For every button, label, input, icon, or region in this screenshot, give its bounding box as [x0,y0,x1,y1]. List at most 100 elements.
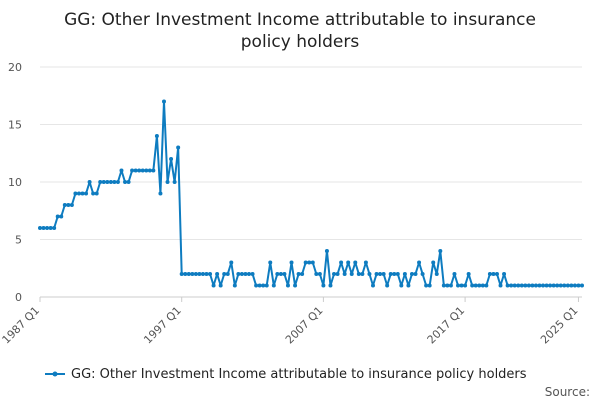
data-point[interactable] [165,180,170,184]
data-point[interactable] [115,180,120,184]
data-point[interactable] [200,272,205,276]
data-point[interactable] [73,191,78,196]
data-point[interactable] [346,260,351,265]
data-point[interactable] [516,283,521,288]
data-point[interactable] [339,260,344,265]
data-point[interactable] [296,272,301,276]
data-point[interactable] [456,283,461,288]
data-point[interactable] [569,283,574,288]
data-point[interactable] [140,168,145,173]
data-point[interactable] [59,214,64,219]
data-point[interactable] [264,283,269,288]
data-point[interactable] [261,283,266,288]
data-point[interactable] [409,272,414,276]
data-point[interactable] [324,249,329,253]
data-point[interactable] [441,283,446,288]
data-point[interactable] [576,283,581,288]
data-point[interactable] [558,283,563,288]
data-point[interactable] [293,283,298,288]
data-point[interactable] [487,272,492,276]
data-point[interactable] [278,272,283,276]
data-point[interactable] [236,272,241,276]
data-point[interactable] [374,272,379,276]
data-point[interactable] [413,272,418,276]
legend[interactable]: GG: Other Investment Income attributable… [45,367,527,382]
data-point[interactable] [215,272,220,276]
data-point[interactable] [363,260,368,265]
data-point[interactable] [225,272,230,276]
data-point[interactable] [406,283,411,288]
data-point[interactable] [541,283,546,288]
data-point[interactable] [55,214,60,219]
data-point[interactable] [385,283,390,288]
data-point[interactable] [321,283,326,288]
data-point[interactable] [519,283,524,288]
data-point[interactable] [271,283,276,288]
data-point[interactable] [448,283,453,288]
data-point[interactable] [314,272,319,276]
data-point[interactable] [154,134,159,138]
data-point[interactable] [395,272,400,276]
data-point[interactable] [381,272,386,276]
data-point[interactable] [562,283,567,288]
data-point[interactable] [502,272,507,276]
data-point[interactable] [420,272,425,276]
data-point[interactable] [498,283,503,288]
data-point[interactable] [335,272,340,276]
data-point[interactable] [526,283,531,288]
data-point[interactable] [38,226,42,230]
data-point[interactable] [332,272,337,276]
data-point[interactable] [445,283,450,288]
data-point[interactable] [137,168,142,173]
data-point[interactable] [80,191,85,196]
data-point[interactable] [399,283,404,288]
data-point[interactable] [480,283,485,288]
data-point[interactable] [473,283,478,288]
data-point[interactable] [190,272,195,276]
data-point[interactable] [459,283,464,288]
data-point[interactable] [300,272,305,276]
data-point[interactable] [211,283,216,288]
data-point[interactable] [402,272,407,276]
data-point[interactable] [572,283,577,288]
data-point[interactable] [112,180,117,184]
data-point[interactable] [126,180,131,184]
data-point[interactable] [484,283,489,288]
data-point[interactable] [275,272,280,276]
data-point[interactable] [147,168,152,173]
data-point[interactable] [87,180,92,184]
data-point[interactable] [378,272,383,276]
data-point[interactable] [565,283,570,288]
data-point[interactable] [45,226,50,230]
data-point[interactable] [66,203,71,207]
data-point[interactable] [232,283,237,288]
data-point[interactable] [69,203,74,207]
data-point[interactable] [349,272,354,276]
data-point[interactable] [169,157,174,161]
data-point[interactable] [505,283,510,288]
data-point[interactable] [108,180,113,184]
data-point[interactable] [41,226,46,230]
data-point[interactable] [463,283,468,288]
data-point[interactable] [229,260,234,265]
data-point[interactable] [247,272,252,276]
data-point[interactable] [537,283,542,288]
data-point[interactable] [183,272,188,276]
data-point[interactable] [257,283,262,288]
data-point[interactable] [250,272,255,276]
data-point[interactable] [48,226,53,230]
data-point[interactable] [491,272,496,276]
data-point[interactable] [84,191,89,196]
data-point[interactable] [544,283,549,288]
data-point[interactable] [94,191,99,196]
data-point[interactable] [91,191,96,196]
data-point[interactable] [289,260,294,265]
data-point[interactable] [367,272,372,276]
data-point[interactable] [123,180,128,184]
data-point[interactable] [551,283,556,288]
data-point[interactable] [477,283,482,288]
data-point[interactable] [130,168,135,173]
data-point[interactable] [530,283,535,288]
data-point[interactable] [193,272,198,276]
data-point[interactable] [370,283,375,288]
